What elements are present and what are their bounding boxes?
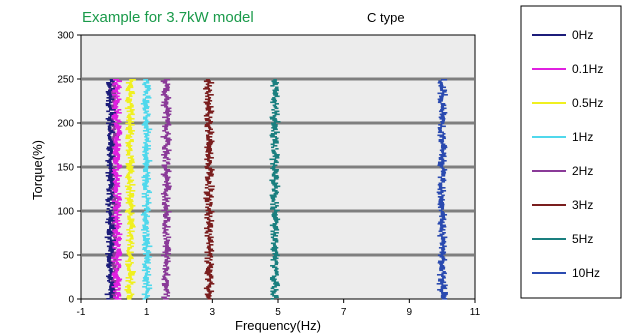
legend-item: 10Hz bbox=[532, 266, 600, 280]
series-band-5Hz bbox=[269, 79, 281, 300]
series-bands bbox=[104, 79, 448, 300]
legend-item: 3Hz bbox=[532, 198, 593, 212]
x-tick-label: 7 bbox=[341, 307, 347, 318]
x-tick-label: 9 bbox=[407, 307, 413, 318]
series-band-3Hz bbox=[203, 79, 215, 300]
y-tick-label: 150 bbox=[57, 163, 74, 174]
legend-item: 0Hz bbox=[532, 28, 593, 42]
y-tick-label: 100 bbox=[57, 207, 74, 218]
legend-item: 1Hz bbox=[532, 130, 593, 144]
legend-item: 2Hz bbox=[532, 164, 593, 178]
legend-label: 0.5Hz bbox=[572, 96, 603, 110]
y-tick-label: 50 bbox=[63, 251, 75, 262]
series-band-10Hz bbox=[436, 79, 448, 300]
legend-label: 0Hz bbox=[572, 28, 593, 42]
legend-item: 5Hz bbox=[532, 232, 593, 246]
x-tick-label: 1 bbox=[144, 307, 150, 318]
series-band-0_1Hz bbox=[111, 79, 123, 300]
y-axis-ticks: 0 50 100 150 200 250 300 bbox=[57, 31, 81, 306]
x-axis-ticks: -1 1 3 5 7 9 11 bbox=[77, 299, 481, 318]
x-tick-label: 3 bbox=[210, 307, 216, 318]
legend-item: 0.1Hz bbox=[532, 62, 603, 76]
x-tick-label: -1 bbox=[77, 307, 86, 318]
series-band-1Hz bbox=[140, 79, 153, 300]
y-tick-label: 200 bbox=[57, 119, 74, 130]
legend-label: 2Hz bbox=[572, 164, 593, 178]
legend-label: 1Hz bbox=[572, 130, 593, 144]
y-tick-label: 0 bbox=[68, 295, 74, 306]
legend-label: 3Hz bbox=[572, 198, 593, 212]
gridline-200 bbox=[82, 121, 474, 125]
gridline-250 bbox=[82, 77, 474, 81]
series-band-0_5Hz bbox=[124, 79, 136, 300]
chart-subtitle: C type bbox=[367, 10, 405, 25]
x-tick-label: 5 bbox=[275, 307, 281, 318]
legend-label: 0.1Hz bbox=[572, 62, 603, 76]
chart-title: Example for 3.7kW model bbox=[82, 9, 254, 26]
y-axis-label: Torque(%) bbox=[30, 140, 45, 200]
legend bbox=[520, 5, 622, 299]
legend-label: 5Hz bbox=[572, 232, 593, 246]
legend-label: 10Hz bbox=[572, 266, 600, 280]
gridline-150 bbox=[82, 165, 474, 169]
y-tick-label: 250 bbox=[57, 75, 74, 86]
x-tick-label: 11 bbox=[470, 307, 481, 318]
legend-items: 0Hz 0.1Hz 0.5Hz 1Hz 2Hz 3Hz 5Hz 10Hz bbox=[532, 28, 603, 280]
y-tick-label: 300 bbox=[57, 31, 74, 42]
legend-item: 0.5Hz bbox=[532, 96, 603, 110]
x-axis-label: Frequency(Hz) bbox=[235, 318, 321, 333]
series-band-2Hz bbox=[160, 79, 172, 300]
